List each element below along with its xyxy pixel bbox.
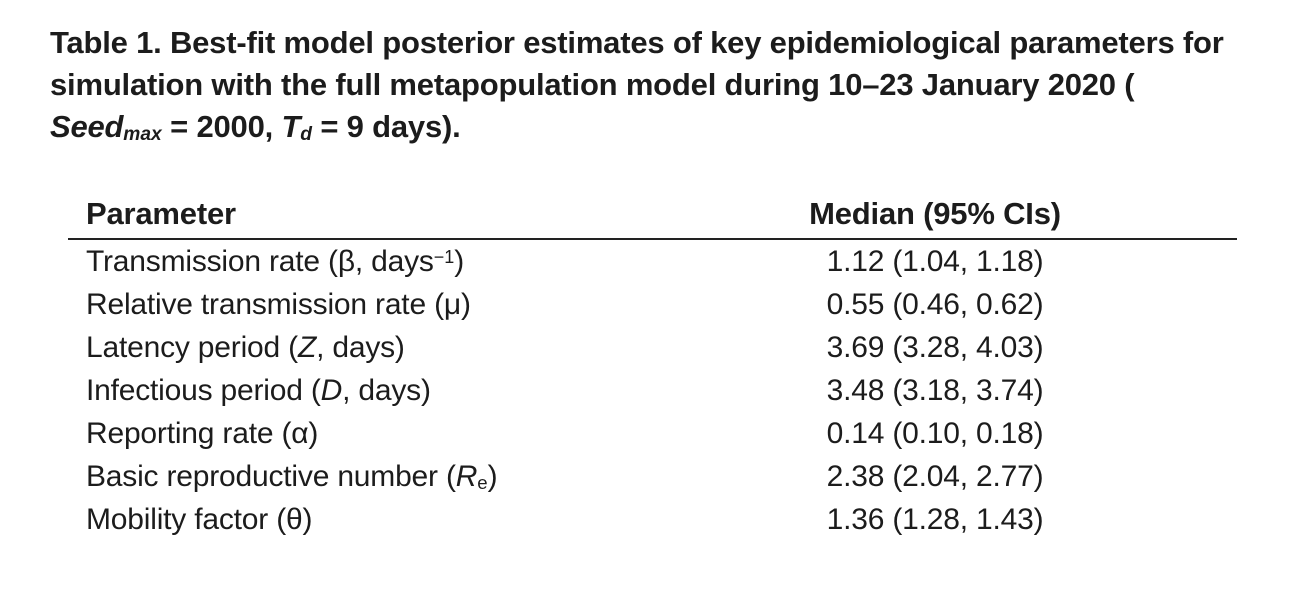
parameter-cell: Mobility factor (θ) — [68, 498, 633, 541]
table-row: Mobility factor (θ) 1.36 (1.28, 1.43) — [68, 498, 1237, 541]
text-run: = 9 days). — [311, 109, 461, 144]
median-cell: 1.12 (1.04, 1.18) — [826, 245, 1044, 278]
parameter-cell: Relative transmission rate (μ) — [68, 283, 633, 326]
text-run: d — [300, 123, 312, 145]
table-row: Latency period (Z, days) 3.69 (3.28, 4.03… — [68, 326, 1237, 369]
median-cell: 0.55 (0.46, 0.62) — [826, 288, 1044, 321]
text-run: Table 1. Best-fit model posterior estima… — [50, 25, 1224, 102]
parameter-cell: Transmission rate (β, days−1) — [68, 240, 633, 283]
table-row: Transmission rate (β, days−1) 1.12 (1.04,… — [68, 240, 1237, 283]
table-caption: Table 1. Best-fit model posterior estima… — [50, 22, 1230, 153]
text-run: , days) — [342, 374, 431, 407]
text-run: Transmission rate (β, days — [86, 245, 434, 278]
median-cell: 1.36 (1.28, 1.43) — [826, 503, 1044, 536]
text-run: −1 — [433, 246, 455, 267]
text-run: max — [123, 123, 162, 145]
median-cell: 2.38 (2.04, 2.77) — [826, 460, 1044, 493]
text-run: D — [320, 374, 343, 407]
text-run: R — [455, 460, 478, 493]
text-run: Reporting rate (α) — [86, 417, 319, 450]
text-run: = 2000, — [161, 109, 282, 144]
text-run: Basic reproductive number ( — [86, 460, 456, 493]
text-run: Mobility factor (θ) — [86, 503, 313, 536]
median-cell: 3.48 (3.18, 3.74) — [826, 374, 1044, 407]
table-body: Transmission rate (β, days−1) 1.12 (1.04,… — [68, 240, 1237, 541]
parameter-cell: Latency period (Z, days) — [68, 326, 633, 369]
text-run: Latency period ( — [86, 331, 298, 364]
table-header-row: Parameter Median (95% CIs) — [68, 196, 1237, 240]
median-cell: 3.69 (3.28, 4.03) — [826, 331, 1044, 364]
text-run: Relative transmission rate (μ) — [86, 288, 471, 321]
column-header-median: Median (95% CIs) — [809, 196, 1061, 231]
column-header-parameter: Parameter — [86, 196, 236, 231]
parameter-cell: Basic reproductive number (Re) — [68, 455, 633, 498]
text-run: ) — [487, 460, 498, 493]
table-row: Infectious period (D, days) 3.48 (3.18, 3… — [68, 369, 1237, 412]
table-row: Reporting rate (α) 0.14 (0.10, 0.18) — [68, 412, 1237, 455]
text-run: Z — [297, 331, 317, 364]
text-run: e — [477, 471, 488, 493]
table-row: Relative transmission rate (μ) 0.55 (0.46… — [68, 283, 1237, 326]
median-cell: 0.14 (0.10, 0.18) — [826, 417, 1044, 450]
parameter-cell: Reporting rate (α) — [68, 412, 633, 455]
parameters-table: Parameter Median (95% CIs) Transmission … — [68, 196, 1237, 541]
text-run: , days) — [316, 331, 405, 364]
text-run: ) — [454, 245, 465, 278]
text-run: Infectious period ( — [86, 374, 321, 407]
table-row: Basic reproductive number (Re) 2.38 (2.04… — [68, 455, 1237, 498]
text-run: T — [281, 109, 301, 144]
parameter-cell: Infectious period (D, days) — [68, 369, 633, 412]
text-run: Seed — [50, 109, 124, 144]
